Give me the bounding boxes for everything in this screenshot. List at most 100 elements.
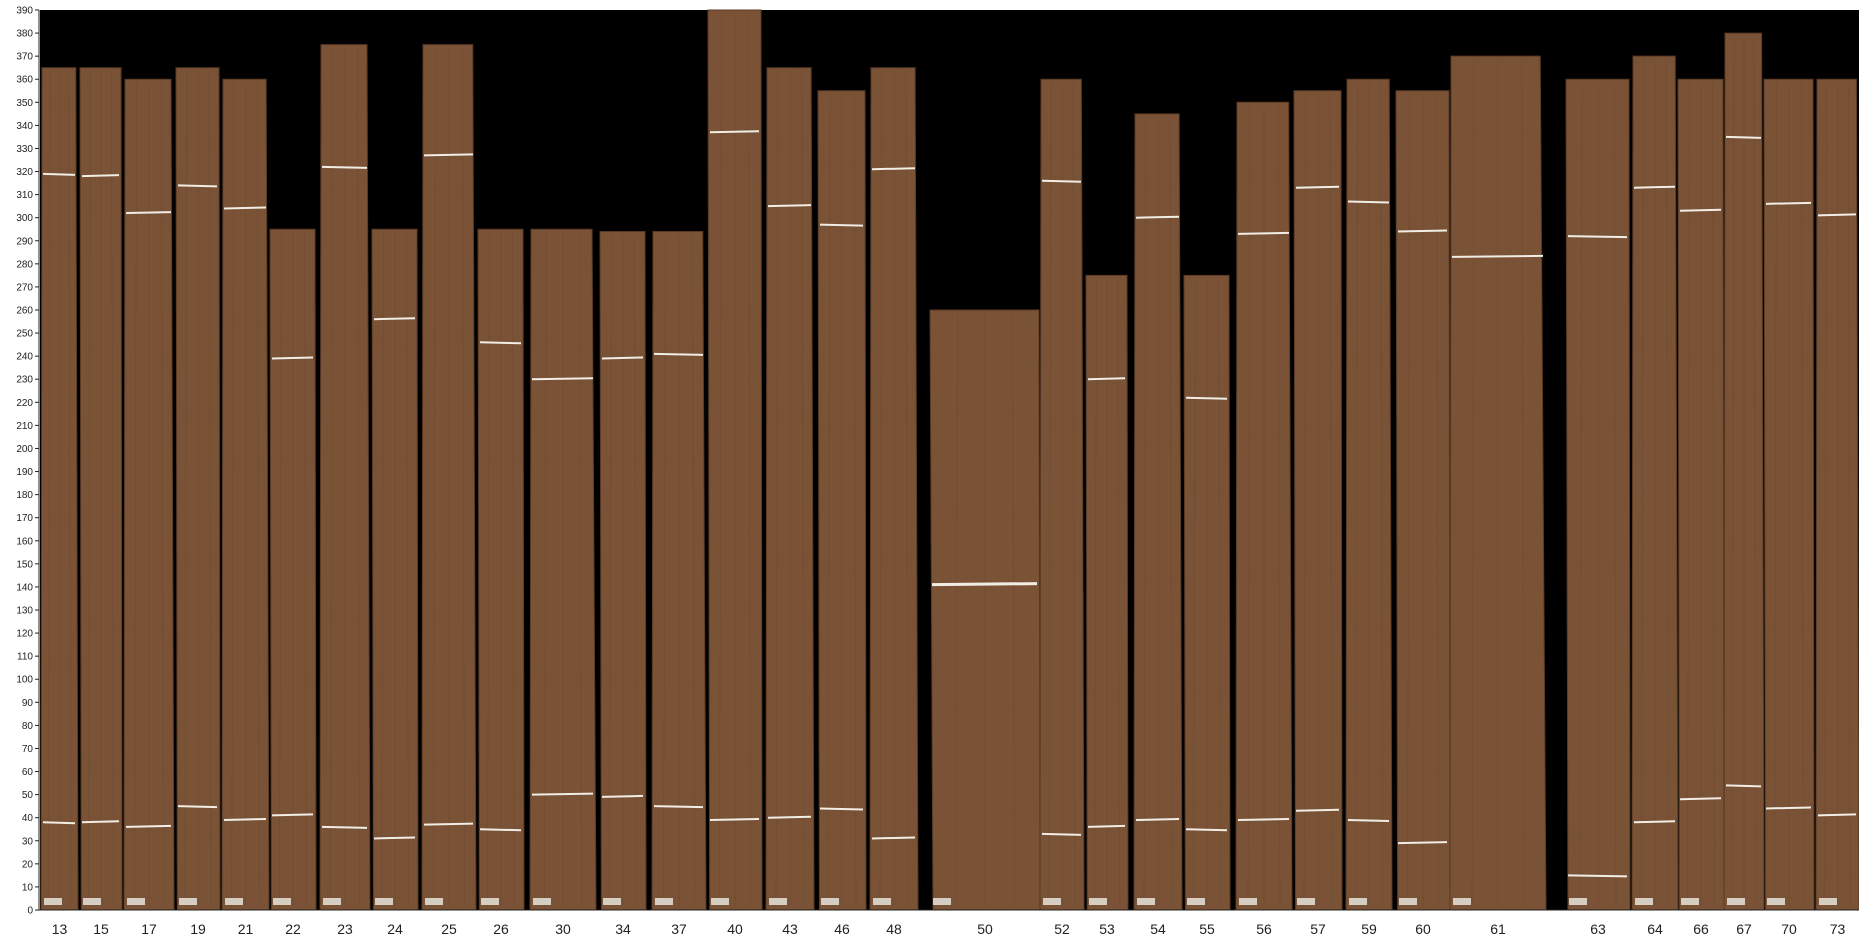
chalk-mark-upper — [271, 356, 314, 360]
veneer-board-64[interactable] — [1631, 55, 1679, 911]
chalk-mark-upper — [321, 165, 368, 169]
board-id-sticker — [1349, 898, 1367, 905]
board-id-sticker — [225, 898, 243, 905]
chalk-mark-upper — [1765, 201, 1812, 205]
veneer-board-23[interactable] — [319, 44, 371, 911]
board-id-sticker — [1239, 898, 1257, 905]
veneer-board-24[interactable] — [371, 228, 419, 911]
chalk-mark-lower — [1237, 818, 1290, 821]
board-id-sticker — [711, 898, 729, 905]
ruler-tick-label: 380 — [16, 29, 33, 40]
veneer-board-67[interactable] — [1723, 32, 1765, 911]
veneer-board-61[interactable] — [1449, 55, 1547, 911]
ruler-tick-label: 250 — [16, 329, 33, 340]
veneer-board-30[interactable] — [529, 228, 597, 911]
wood-grain-line — [1774, 83, 1777, 907]
chalk-mark-upper — [223, 206, 267, 210]
veneer-board-63[interactable] — [1565, 78, 1631, 911]
wood-grain-line — [68, 71, 72, 907]
wood-grain-line — [1117, 279, 1120, 907]
chalk-mark-lower — [1633, 820, 1676, 824]
chalk-mark-lower — [1041, 832, 1082, 836]
wood-grain-line — [208, 71, 212, 907]
board-number-label: 57 — [1310, 921, 1326, 937]
board-id-sticker — [425, 898, 443, 905]
wood-grain-line — [304, 233, 307, 907]
veneer-board-15[interactable] — [79, 67, 123, 911]
board-number-label: 46 — [834, 921, 850, 937]
wood-grain-line — [487, 233, 490, 907]
chalk-mark-lower — [42, 821, 76, 825]
board-number-label: 24 — [387, 921, 403, 937]
veneer-board-73[interactable] — [1815, 78, 1859, 911]
ruler-tick-label: 190 — [16, 467, 33, 478]
ruler-tick-label: 80 — [22, 721, 34, 732]
ruler-tick-label: 50 — [22, 790, 34, 801]
wood-grain-line — [1613, 83, 1617, 907]
wood-grain-line — [748, 13, 751, 907]
board-number-label: 50 — [977, 921, 993, 937]
veneer-board-59[interactable] — [1345, 78, 1393, 911]
board-id-sticker — [1767, 898, 1785, 905]
veneer-board-48[interactable] — [869, 67, 919, 911]
veneer-board-21[interactable] — [221, 78, 270, 911]
veneer-board-54[interactable] — [1133, 113, 1183, 911]
veneer-board-70[interactable] — [1763, 78, 1815, 911]
wood-grain-line — [47, 71, 51, 907]
wood-grain-line — [775, 71, 779, 907]
wood-grain-line — [1712, 83, 1715, 907]
board-number-label: 61 — [1490, 921, 1506, 937]
wood-grain-line — [827, 94, 831, 907]
chalk-mark-lower — [223, 818, 267, 821]
veneer-board-26[interactable] — [477, 228, 525, 911]
veneer-board-25[interactable] — [421, 44, 477, 911]
wood-grain-line — [1355, 83, 1358, 907]
chalk-mark-upper — [601, 356, 644, 360]
veneer-board-46[interactable] — [817, 90, 867, 911]
board-id-sticker — [533, 898, 551, 905]
vertical-ruler: 0 10 20 30 40 50 60 70 80 90 100 110 120 130 140 150 160… — [16, 6, 1859, 917]
board-id-sticker — [603, 898, 621, 905]
chalk-mark-upper — [1185, 396, 1228, 400]
chalk-mark-upper — [177, 184, 218, 188]
ruler-tick-label: 160 — [16, 536, 33, 547]
veneer-board-43[interactable] — [765, 67, 815, 911]
veneer-board-56[interactable] — [1235, 101, 1293, 911]
veneer-board-22[interactable] — [269, 228, 317, 911]
veneer-board-40[interactable] — [707, 9, 763, 911]
veneer-board-60[interactable] — [1395, 90, 1451, 911]
wood-grain-line — [1303, 94, 1307, 907]
veneer-board-50[interactable] — [929, 309, 1041, 911]
chalk-mark-upper — [1347, 200, 1390, 204]
board-number-label: 63 — [1590, 921, 1606, 937]
ruler-tick-label: 280 — [16, 259, 33, 270]
veneer-board-57[interactable] — [1293, 90, 1343, 911]
veneer-board-34[interactable] — [599, 231, 647, 911]
board-id-sticker — [1569, 898, 1587, 905]
board-number-label: 37 — [671, 921, 687, 937]
veneer-board-52[interactable] — [1039, 78, 1085, 911]
wood-grain-line — [1094, 279, 1097, 907]
board-number-label: 15 — [93, 921, 109, 937]
chalk-mark-lower — [271, 813, 314, 817]
wood-grain-line — [1753, 37, 1757, 907]
wood-grain-line — [1471, 60, 1475, 907]
veneer-board-53[interactable] — [1085, 274, 1129, 911]
wood-grain-line — [1801, 83, 1804, 907]
ruler-tick-label: 40 — [22, 813, 34, 824]
veneer-board-66[interactable] — [1677, 78, 1725, 911]
chalk-mark-lower — [321, 825, 368, 829]
chalk-mark-lower — [1567, 874, 1628, 878]
chalk-mark-upper — [479, 341, 522, 345]
board-id-sticker — [873, 898, 891, 905]
board-number-label: 66 — [1693, 921, 1709, 937]
board-number-label: 30 — [555, 921, 571, 937]
veneer-board-55[interactable] — [1183, 274, 1231, 911]
veneer-board-37[interactable] — [651, 231, 707, 911]
veneer-board-19[interactable] — [175, 67, 221, 911]
chalk-mark-lower — [1817, 813, 1857, 817]
wood-grain-line — [609, 235, 612, 907]
chalk-mark-upper — [1397, 229, 1448, 233]
veneer-board-17[interactable] — [123, 78, 175, 911]
veneer-board-13[interactable] — [40, 67, 79, 911]
